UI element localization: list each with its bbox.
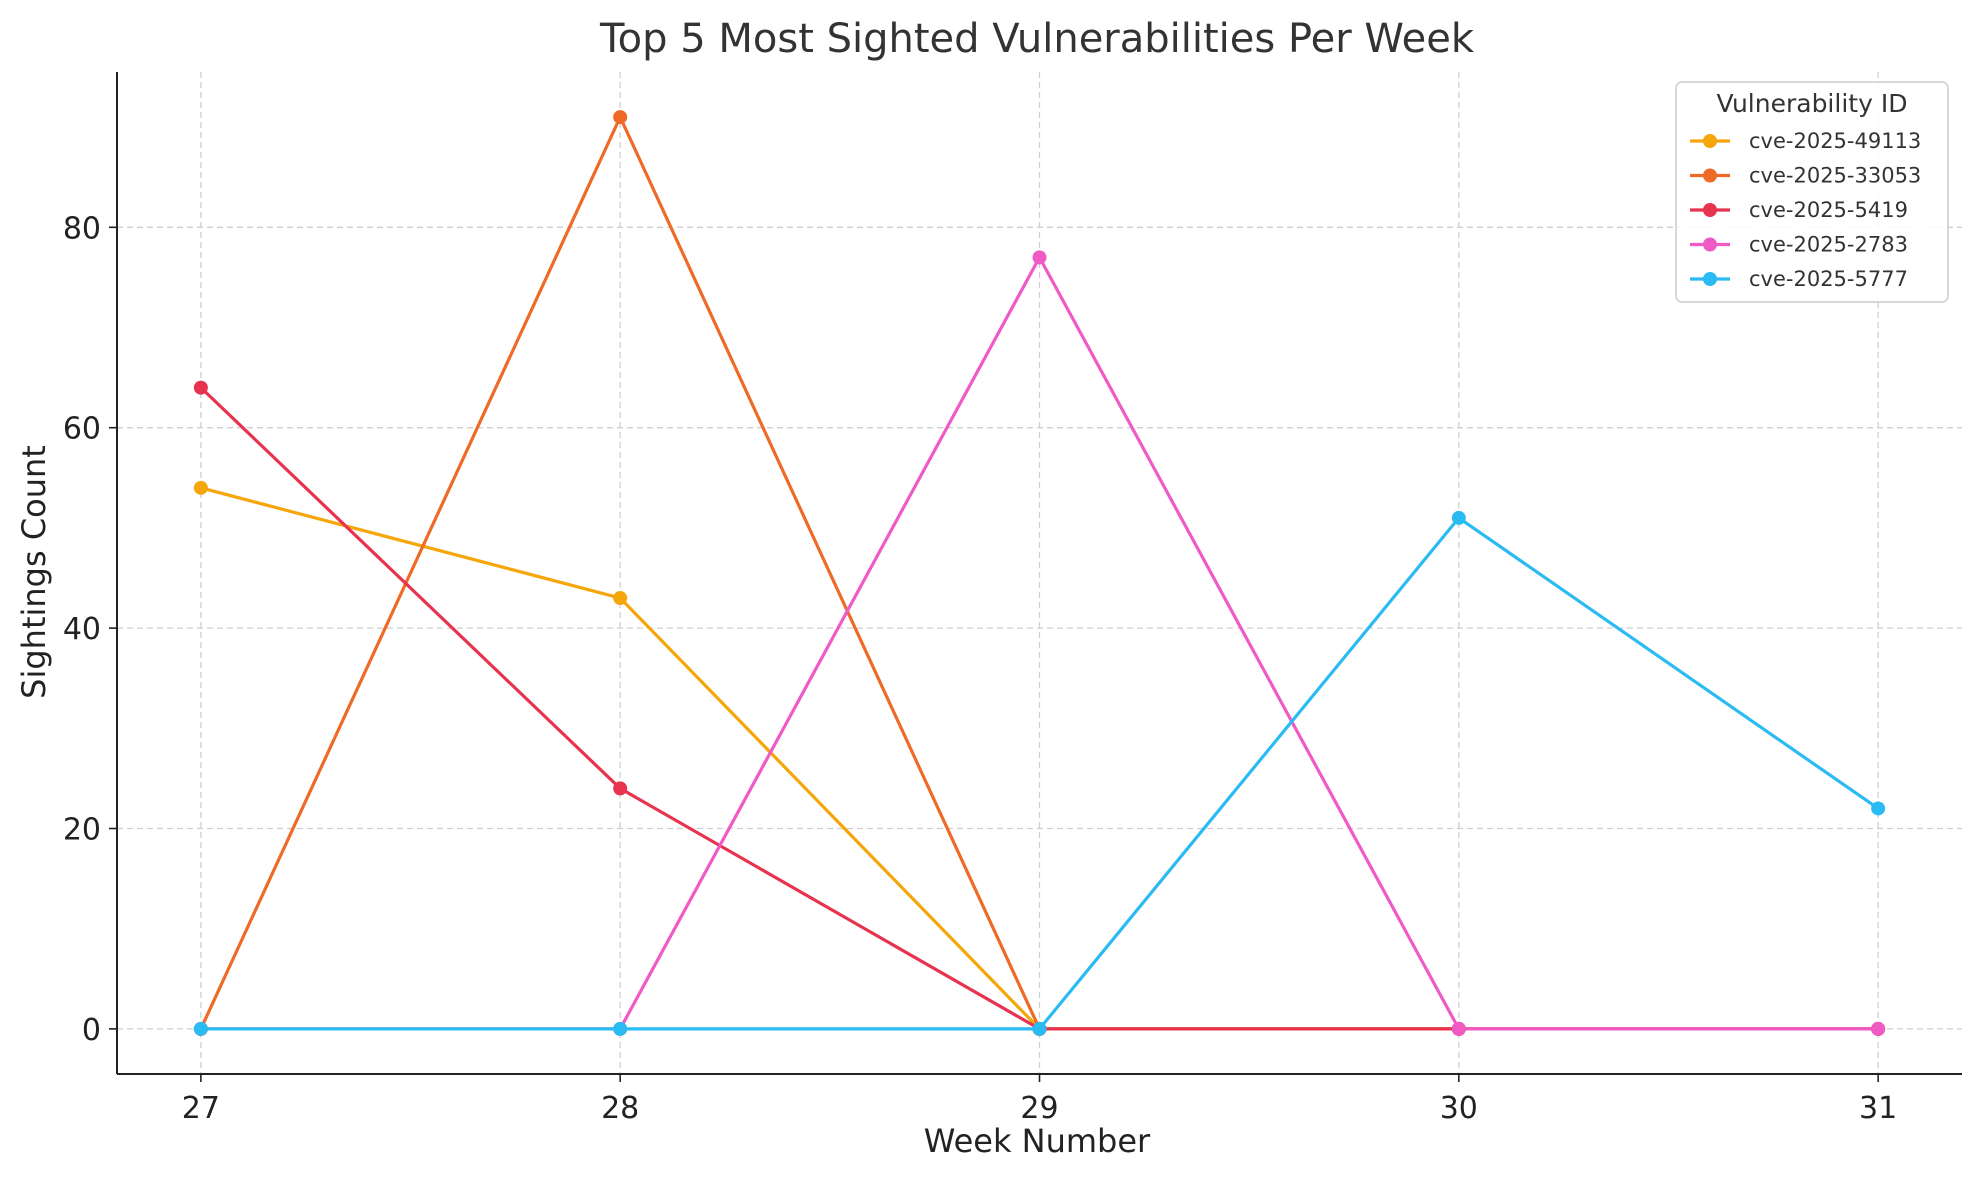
- legend-label: cve-2025-49113: [1749, 129, 1921, 153]
- data-point: [1871, 1021, 1886, 1036]
- data-point: [193, 480, 208, 495]
- data-point: [1451, 1021, 1466, 1036]
- legend-swatch-marker: [1703, 237, 1717, 252]
- legend-frame: [1675, 81, 1949, 303]
- data-point: [1871, 801, 1886, 816]
- data-point: [193, 1021, 208, 1036]
- y-tick-label: 60: [63, 412, 101, 447]
- data-point: [1451, 510, 1466, 525]
- axes: 27 28 29 30 31 0 20 40 60 80: [63, 72, 1962, 1126]
- x-tick-label: 28: [601, 1091, 639, 1126]
- legend-label: cve-2025-5419: [1749, 198, 1908, 222]
- x-tick-label: 31: [1859, 1091, 1897, 1126]
- x-axis-label: Week Number: [924, 1122, 1151, 1160]
- legend-swatch-marker: [1703, 134, 1717, 148]
- legend-item: cve-2025-5419: [1690, 198, 1908, 222]
- y-tick-label: 40: [63, 612, 101, 647]
- legend-item: cve-2025-2783: [1690, 233, 1908, 257]
- legend-item: cve-2025-5777: [1690, 267, 1908, 291]
- series-cve-2025-5777: [193, 510, 1886, 1036]
- legend-swatch-marker: [1703, 168, 1717, 183]
- legend-swatch-marker: [1703, 203, 1717, 217]
- data-point: [613, 591, 628, 606]
- legend: Vulnerability ID cve-2025-49113cve-2025-…: [1675, 81, 1949, 303]
- y-axis-label: Sightings Count: [15, 445, 53, 699]
- chart-title: Top 5 Most Sighted Vulnerabilities Per W…: [599, 16, 1475, 62]
- legend-items: cve-2025-49113 cve-2025-33053 cve-2025-541…: [1690, 129, 1921, 291]
- x-tick-label: 30: [1440, 1091, 1478, 1126]
- y-tick-label: 80: [63, 211, 101, 246]
- data-point: [613, 1021, 628, 1036]
- legend-item: cve-2025-33053: [1690, 164, 1921, 188]
- x-tick-label: 27: [182, 1091, 220, 1126]
- legend-item: cve-2025-49113: [1690, 129, 1921, 153]
- legend-title: Vulnerability ID: [1717, 89, 1908, 118]
- legend-label: cve-2025-2783: [1749, 233, 1908, 257]
- x-tick-label: 29: [1020, 1091, 1058, 1126]
- y-tick-label: 20: [63, 813, 101, 848]
- data-point: [1032, 250, 1047, 265]
- data-point: [1032, 1021, 1047, 1036]
- series-layer: [193, 110, 1886, 1036]
- data-point: [613, 781, 628, 796]
- data-point: [613, 110, 628, 125]
- legend-label: cve-2025-33053: [1749, 164, 1921, 188]
- legend-label: cve-2025-5777: [1749, 267, 1908, 291]
- y-tick-label: 0: [82, 1013, 101, 1048]
- data-point: [193, 380, 208, 395]
- legend-swatch-marker: [1703, 272, 1717, 286]
